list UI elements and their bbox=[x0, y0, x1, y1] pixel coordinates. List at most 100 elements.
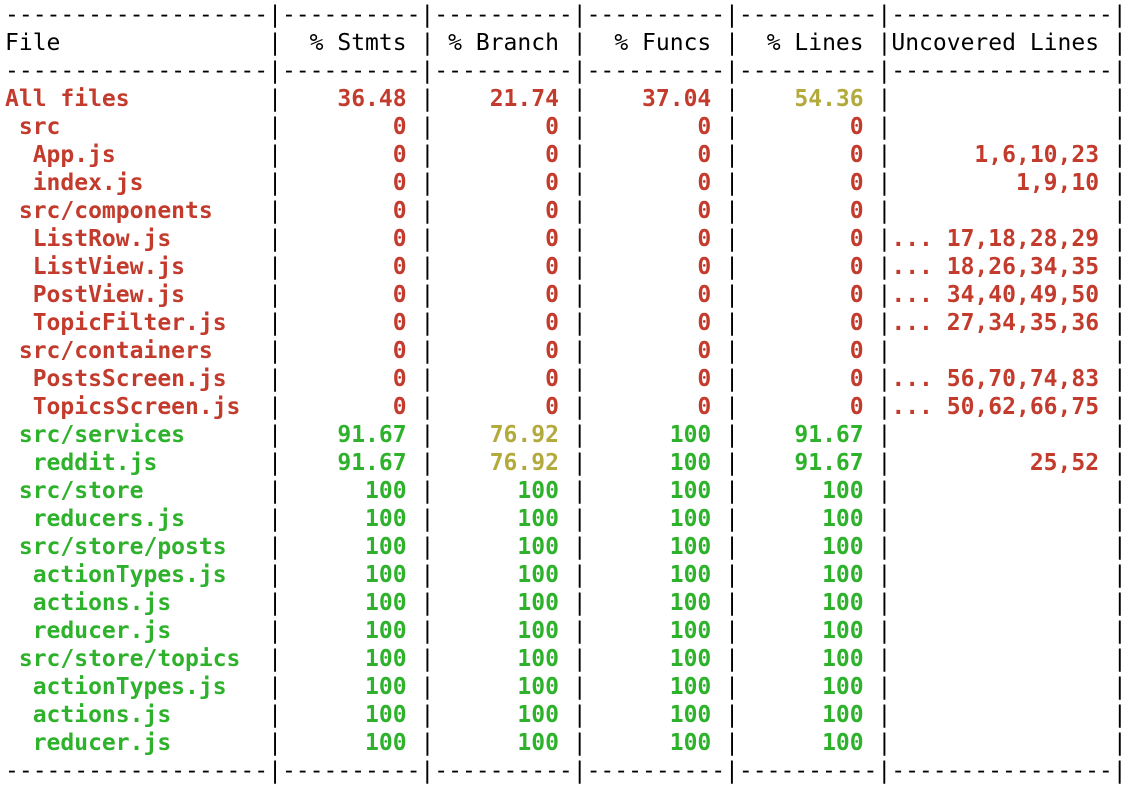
column-separator: | bbox=[420, 618, 435, 644]
column-separator: | bbox=[725, 86, 739, 112]
column-separator: | bbox=[572, 114, 587, 140]
branch-cell: 0 bbox=[434, 170, 573, 196]
column-separator: | bbox=[572, 506, 587, 532]
column-separator: | bbox=[877, 142, 892, 168]
stmts-cell: 91.67 bbox=[281, 422, 421, 448]
lines-cell: 100 bbox=[739, 534, 878, 560]
stmts-cell: 0 bbox=[281, 394, 421, 420]
column-separator: | bbox=[572, 254, 587, 280]
file-cell: src/components bbox=[5, 198, 269, 224]
column-separator: | bbox=[420, 534, 435, 560]
funcs-cell: 100 bbox=[586, 506, 726, 532]
stmts-cell: 100 bbox=[281, 590, 421, 616]
column-separator: | bbox=[877, 254, 892, 280]
lines-cell: 0 bbox=[739, 114, 878, 140]
stmts-cell: 100 bbox=[281, 506, 421, 532]
column-separator: | bbox=[572, 534, 587, 560]
column-separator: | bbox=[725, 226, 739, 252]
column-separator: | bbox=[725, 674, 739, 700]
column-separator: | bbox=[1112, 338, 1127, 364]
column-separator: | bbox=[1112, 646, 1127, 672]
file-cell: reducer.js bbox=[5, 730, 269, 756]
column-separator: | bbox=[877, 646, 892, 672]
column-separator: | bbox=[420, 450, 435, 476]
coverage-row: ListRow.js | 0 | 0 | 0 | 0 |... 17,18,28… bbox=[5, 225, 1144, 253]
column-separator: | bbox=[725, 646, 739, 672]
file-cell: index.js bbox=[5, 170, 269, 196]
coverage-row: reducer.js | 100 | 100 | 100 | 100 | | bbox=[5, 729, 1144, 757]
coverage-row: actionTypes.js | 100 | 100 | 100 | 100 |… bbox=[5, 561, 1144, 589]
coverage-row: src/components | 0 | 0 | 0 | 0 | | bbox=[5, 197, 1144, 225]
uncovered-lines-cell bbox=[891, 338, 1113, 364]
column-separator: | bbox=[725, 198, 739, 224]
column-separator: | bbox=[572, 562, 587, 588]
lines-cell: 0 bbox=[739, 310, 878, 336]
column-separator: | bbox=[420, 226, 435, 252]
branch-cell: 0 bbox=[434, 114, 573, 140]
coverage-row: All files | 36.48 | 21.74 | 37.04 | 54.3… bbox=[5, 85, 1144, 113]
stmts-cell: 0 bbox=[281, 254, 421, 280]
funcs-cell: 0 bbox=[586, 310, 726, 336]
branch-cell: 100 bbox=[434, 702, 573, 728]
stmts-cell: 100 bbox=[281, 646, 421, 672]
stmts-cell: 0 bbox=[281, 226, 421, 252]
table-border-top: -------------------|----------|---------… bbox=[5, 1, 1144, 29]
funcs-cell: 100 bbox=[586, 422, 726, 448]
column-separator: | bbox=[572, 198, 587, 224]
coverage-row: reducers.js | 100 | 100 | 100 | 100 | | bbox=[5, 505, 1144, 533]
stmts-cell: 100 bbox=[281, 730, 421, 756]
column-separator: | bbox=[1112, 394, 1127, 420]
column-separator: | bbox=[572, 366, 587, 392]
column-separator: | bbox=[572, 702, 587, 728]
branch-cell: 100 bbox=[434, 562, 573, 588]
column-separator: | bbox=[420, 422, 435, 448]
file-cell: src/containers bbox=[5, 338, 269, 364]
column-separator: | bbox=[268, 310, 282, 336]
column-separator: | bbox=[1112, 310, 1127, 336]
funcs-cell: 100 bbox=[586, 590, 726, 616]
uncovered-lines-cell bbox=[891, 730, 1113, 756]
file-cell: src bbox=[5, 114, 269, 140]
lines-cell: 0 bbox=[739, 338, 878, 364]
column-separator: | bbox=[268, 114, 282, 140]
column-separator: | bbox=[725, 702, 739, 728]
lines-cell: 0 bbox=[739, 366, 878, 392]
funcs-cell: 100 bbox=[586, 450, 726, 476]
uncovered-lines-cell: ... 17,18,28,29 bbox=[891, 226, 1113, 252]
column-separator: | bbox=[420, 338, 435, 364]
column-separator: | bbox=[877, 590, 892, 616]
column-separator: | bbox=[1112, 702, 1127, 728]
column-separator: | bbox=[877, 674, 892, 700]
coverage-row: src/containers | 0 | 0 | 0 | 0 | | bbox=[5, 337, 1144, 365]
column-separator: | bbox=[268, 506, 282, 532]
column-separator: | bbox=[268, 618, 282, 644]
column-separator: | bbox=[572, 170, 587, 196]
column-separator: | bbox=[877, 114, 892, 140]
column-separator: | bbox=[725, 422, 739, 448]
column-separator: | bbox=[725, 506, 739, 532]
column-separator: | bbox=[420, 394, 435, 420]
column-separator: | bbox=[268, 450, 282, 476]
column-separator: | bbox=[1112, 562, 1127, 588]
file-cell: App.js bbox=[5, 142, 269, 168]
column-separator: | bbox=[1112, 226, 1127, 252]
column-separator: | bbox=[420, 170, 435, 196]
branch-cell: 76.92 bbox=[434, 422, 573, 448]
column-separator: | bbox=[420, 674, 435, 700]
coverage-row: PostView.js | 0 | 0 | 0 | 0 |... 34,40,4… bbox=[5, 281, 1144, 309]
column-separator: | bbox=[1112, 30, 1127, 56]
coverage-row: actions.js | 100 | 100 | 100 | 100 | | bbox=[5, 589, 1144, 617]
lines-cell: 0 bbox=[739, 170, 878, 196]
branch-cell: 0 bbox=[434, 282, 573, 308]
stmts-cell: 0 bbox=[281, 142, 421, 168]
column-separator: | bbox=[268, 562, 282, 588]
coverage-row: src/store/posts | 100 | 100 | 100 | 100 … bbox=[5, 533, 1144, 561]
funcs-cell: 100 bbox=[586, 562, 726, 588]
column-separator: | bbox=[572, 30, 587, 56]
column-separator: | bbox=[1112, 506, 1127, 532]
file-cell: All files bbox=[5, 86, 269, 112]
column-header-uncovered-lines: Uncovered Lines bbox=[891, 30, 1113, 56]
uncovered-lines-cell bbox=[891, 478, 1113, 504]
column-separator: | bbox=[572, 282, 587, 308]
lines-cell: 100 bbox=[739, 562, 878, 588]
